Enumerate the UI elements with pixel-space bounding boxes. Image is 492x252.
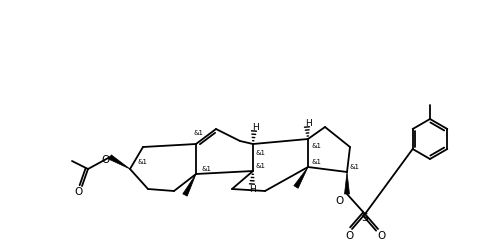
Text: &1: &1 bbox=[311, 142, 321, 148]
Polygon shape bbox=[294, 167, 308, 188]
Text: &1: &1 bbox=[256, 162, 266, 168]
Text: H: H bbox=[248, 185, 255, 194]
Text: O: O bbox=[101, 154, 109, 164]
Text: &1: &1 bbox=[350, 163, 360, 169]
Text: O: O bbox=[377, 230, 385, 240]
Text: H: H bbox=[251, 122, 258, 131]
Text: &1: &1 bbox=[193, 130, 203, 136]
Text: &1: &1 bbox=[201, 165, 211, 171]
Text: &1: &1 bbox=[311, 158, 321, 164]
Polygon shape bbox=[109, 155, 130, 169]
Text: &1: &1 bbox=[137, 158, 147, 164]
Text: O: O bbox=[345, 230, 353, 240]
Polygon shape bbox=[183, 174, 196, 196]
Text: O: O bbox=[74, 186, 82, 196]
Text: O: O bbox=[335, 195, 343, 205]
Text: &1: &1 bbox=[256, 149, 266, 155]
Text: S: S bbox=[362, 212, 369, 222]
Text: H: H bbox=[305, 118, 311, 127]
Polygon shape bbox=[344, 172, 349, 194]
